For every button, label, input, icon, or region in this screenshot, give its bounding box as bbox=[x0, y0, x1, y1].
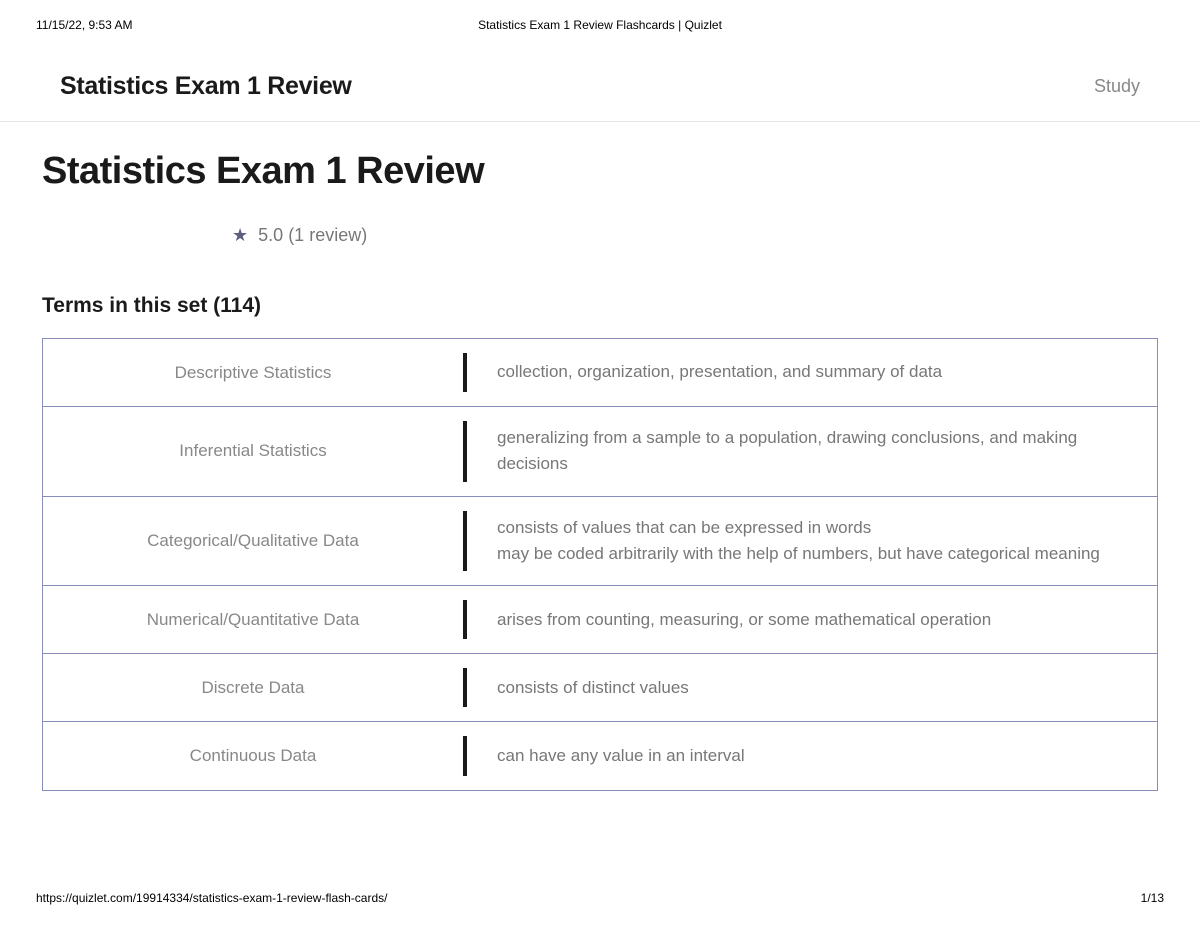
nav-title: Statistics Exam 1 Review bbox=[60, 72, 352, 101]
table-row[interactable]: Discrete Data consists of distinct value… bbox=[43, 654, 1157, 722]
term-definition: consists of values that can be expressed… bbox=[467, 497, 1157, 586]
term-definition: consists of distinct values bbox=[467, 654, 1157, 721]
term-label: Descriptive Statistics bbox=[43, 339, 463, 406]
print-page-title: Statistics Exam 1 Review Flashcards | Qu… bbox=[478, 18, 722, 32]
nav-bar: Statistics Exam 1 Review Study bbox=[0, 32, 1200, 122]
term-label: Discrete Data bbox=[43, 654, 463, 721]
rating-count: (1 review) bbox=[288, 225, 367, 245]
table-row[interactable]: Numerical/Quantitative Data arises from … bbox=[43, 586, 1157, 654]
print-header: 11/15/22, 9:53 AM Statistics Exam 1 Revi… bbox=[0, 0, 1200, 32]
print-timestamp: 11/15/22, 9:53 AM bbox=[36, 18, 133, 32]
terms-table: Descriptive Statistics collection, organ… bbox=[42, 338, 1158, 791]
print-footer: https://quizlet.com/19914334/statistics-… bbox=[36, 891, 1164, 905]
rating-row[interactable]: ★ 5.0 (1 review) bbox=[232, 225, 1158, 246]
rating-text: 5.0 (1 review) bbox=[258, 225, 367, 246]
term-definition: arises from counting, measuring, or some… bbox=[467, 586, 1157, 653]
study-link[interactable]: Study bbox=[1094, 76, 1140, 97]
term-label: Continuous Data bbox=[43, 722, 463, 790]
term-definition: generalizing from a sample to a populati… bbox=[467, 407, 1157, 496]
term-label: Categorical/Qualitative Data bbox=[43, 497, 463, 586]
print-url: https://quizlet.com/19914334/statistics-… bbox=[36, 891, 387, 905]
table-row[interactable]: Continuous Data can have any value in an… bbox=[43, 722, 1157, 790]
term-label: Inferential Statistics bbox=[43, 407, 463, 496]
star-icon: ★ bbox=[232, 225, 248, 246]
page-heading: Statistics Exam 1 Review bbox=[42, 150, 1158, 193]
print-page-number: 1/13 bbox=[1141, 891, 1164, 905]
term-label: Numerical/Quantitative Data bbox=[43, 586, 463, 653]
term-definition: collection, organization, presentation, … bbox=[467, 339, 1157, 406]
table-row[interactable]: Categorical/Qualitative Data consists of… bbox=[43, 497, 1157, 587]
table-row[interactable]: Inferential Statistics generalizing from… bbox=[43, 407, 1157, 497]
term-definition: can have any value in an interval bbox=[467, 722, 1157, 790]
rating-value: 5.0 bbox=[258, 225, 283, 245]
content-region: Statistics Exam 1 Review ★ 5.0 (1 review… bbox=[0, 122, 1200, 791]
table-row[interactable]: Descriptive Statistics collection, organ… bbox=[43, 339, 1157, 407]
terms-heading: Terms in this set (114) bbox=[42, 294, 1158, 318]
